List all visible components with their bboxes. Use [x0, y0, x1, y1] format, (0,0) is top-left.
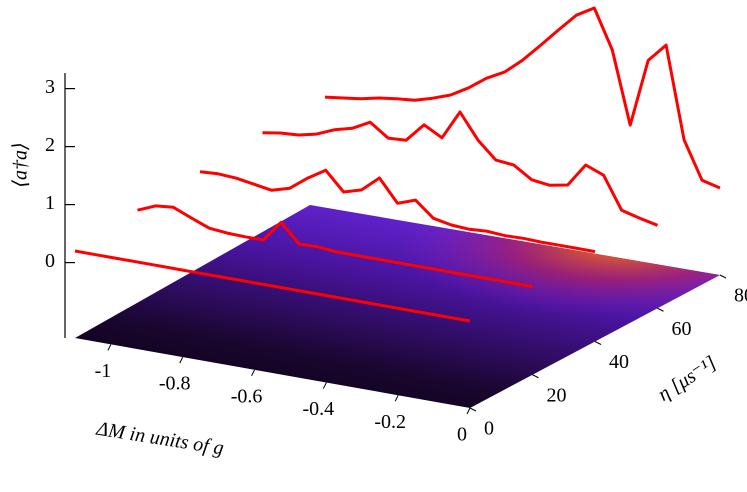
x-tick-label: -0.6: [231, 385, 263, 407]
x-tick-label: -1: [95, 360, 112, 382]
x-tick: [251, 369, 255, 377]
x-tick-label: -0.4: [303, 398, 335, 420]
surface-hot-region: [75, 205, 720, 408]
y-tick: [657, 307, 664, 312]
x-tick: [394, 395, 399, 402]
x-axis-label: ΔM in units of g: [94, 418, 225, 460]
y-tick: [532, 374, 539, 379]
z-tick-label: 0: [45, 250, 55, 272]
x-tick: [179, 356, 184, 364]
x-tick-label: -0.8: [159, 373, 191, 395]
y-tick-label: 60: [672, 318, 692, 340]
curve: [74, 249, 471, 323]
curve: [137, 204, 533, 289]
y-axis-label: η [μs⁻¹]: [654, 352, 720, 406]
x-tick-label: -0.2: [374, 411, 406, 433]
y-tick-label: 0: [484, 418, 494, 440]
x-tick: [466, 407, 471, 415]
y-tick-label: 20: [547, 384, 567, 406]
surface: [75, 205, 720, 408]
z-axis-label: ⟨a†a⟩: [10, 142, 32, 188]
z-tick-label: 2: [45, 134, 55, 156]
z-tick-label: 3: [45, 76, 55, 98]
y-tick-label: 80: [734, 285, 747, 307]
y-tick: [469, 407, 477, 412]
x-tick: [107, 344, 112, 351]
x-tick-label: 0: [457, 424, 467, 446]
curve: [199, 168, 596, 254]
z-tick-label: 1: [45, 192, 55, 214]
curve: [324, 6, 721, 190]
curve: [262, 110, 659, 227]
y-tick-label: 40: [609, 351, 629, 373]
y-tick: [594, 341, 602, 345]
y-tick: [719, 274, 727, 279]
x-tick: [322, 382, 327, 389]
